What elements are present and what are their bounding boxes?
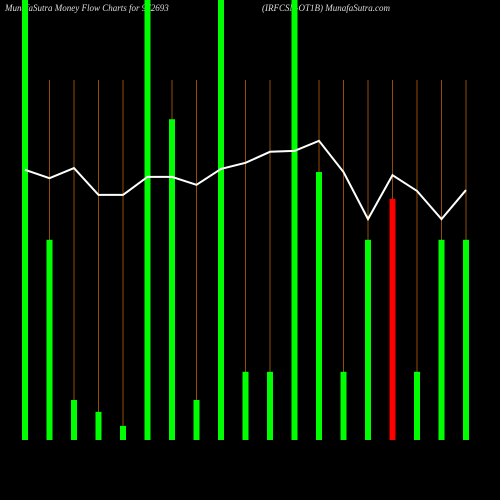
bar [22,0,28,440]
bar [120,425,126,440]
bar [267,371,273,440]
bar [169,119,175,441]
bar [389,198,396,440]
bar [316,172,322,441]
bar [438,239,445,440]
bar [291,0,298,440]
bar [218,0,224,440]
bar [242,371,249,440]
bar [95,411,102,440]
bar [144,0,151,440]
bar [46,239,53,440]
bar [463,239,469,440]
bar [365,239,371,440]
bar [340,371,347,440]
bar [71,399,77,440]
bar [193,399,200,440]
bar [414,371,420,440]
chart-subtitle: (IRFCSN-OT1B) MunafaSutra.com [262,3,390,13]
chart-title: MunafaSutra Money Flow Charts for 972693 [4,3,169,13]
line [24,139,467,222]
